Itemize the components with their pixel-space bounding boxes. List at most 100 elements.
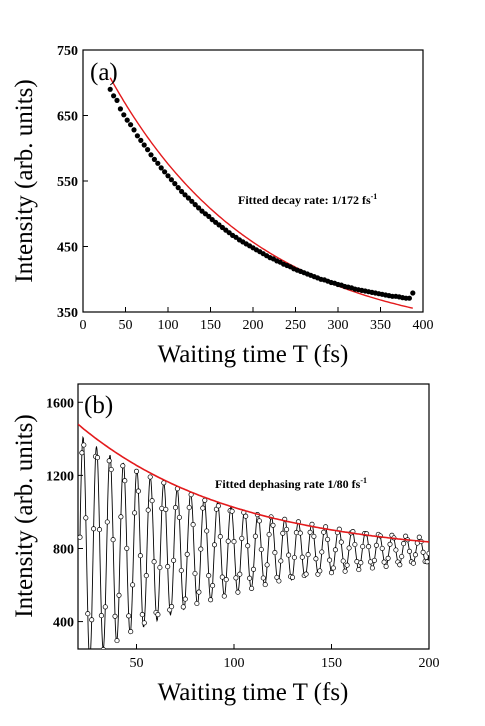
- data-point: [401, 541, 407, 547]
- data-point: [250, 566, 257, 572]
- data-point: [182, 192, 188, 198]
- data-point: [297, 530, 303, 536]
- data-point: [424, 559, 429, 565]
- data-point: [383, 563, 389, 569]
- data-point: [102, 604, 108, 610]
- data-point: [229, 508, 235, 514]
- data-points: [78, 442, 429, 649]
- data-point: [96, 527, 103, 533]
- data-point: [369, 565, 375, 571]
- data-point: [272, 550, 278, 556]
- data-point: [412, 552, 418, 558]
- plot-frame: [77, 383, 430, 650]
- data-point: [420, 549, 426, 555]
- plot-frame: [82, 49, 424, 313]
- data-point: [217, 534, 223, 540]
- data-point: [225, 538, 231, 544]
- data-point: [321, 529, 327, 535]
- data-point: [165, 173, 171, 179]
- x-tick-label: 100: [224, 656, 245, 671]
- data-point: [157, 564, 163, 571]
- data-point: [89, 617, 95, 623]
- data-point: [210, 583, 216, 589]
- data-point: [131, 127, 137, 133]
- data-point: [196, 205, 202, 211]
- data-point: [307, 529, 313, 535]
- x-tick-label: 400: [413, 318, 434, 333]
- fit-line: [109, 77, 413, 309]
- data-point: [397, 562, 403, 568]
- data-point: [325, 536, 331, 542]
- data-point: [327, 557, 333, 563]
- data-point: [192, 570, 198, 577]
- data-point: [344, 562, 350, 568]
- data-point: [133, 468, 140, 474]
- data-point: [79, 450, 85, 456]
- data-point: [299, 554, 305, 560]
- data-point: [163, 506, 169, 512]
- data-point: [406, 548, 413, 554]
- y-tick-label: 350: [57, 306, 78, 321]
- data-point: [256, 518, 262, 524]
- data-point: [371, 557, 377, 563]
- envelope-curve: [78, 423, 429, 543]
- data-point: [328, 570, 335, 576]
- data-point: [120, 463, 126, 469]
- data-point: [78, 534, 83, 540]
- data-point: [196, 589, 202, 595]
- data-point: [143, 573, 149, 579]
- plot-area: [78, 423, 429, 649]
- data-point: [128, 629, 134, 635]
- fit-curve: [109, 77, 413, 309]
- data-point: [158, 165, 164, 171]
- x-tick-label: 50: [119, 318, 133, 333]
- data-point: [179, 188, 185, 195]
- data-point: [346, 545, 352, 551]
- data-point: [319, 549, 325, 555]
- data-point: [176, 514, 182, 520]
- y-tick-label: 450: [57, 241, 78, 256]
- y-tick-label: 750: [57, 44, 78, 59]
- data-point: [130, 582, 136, 588]
- data-point: [223, 577, 229, 583]
- annotation: Fitted decay rate: 1/172 fs-1: [238, 192, 377, 207]
- data-point: [182, 596, 188, 602]
- data-point: [155, 612, 161, 618]
- data-point: [410, 560, 416, 566]
- data-point: [85, 611, 91, 617]
- data-point: [135, 488, 141, 494]
- data-point: [399, 553, 405, 560]
- data-point: [338, 539, 344, 545]
- y-tick-label: 650: [57, 110, 78, 125]
- panel-label: (a): [90, 59, 118, 86]
- x-tick-label: 200: [243, 318, 264, 333]
- data-point: [289, 574, 296, 580]
- data-point: [126, 613, 132, 619]
- envelope-line: [78, 423, 429, 543]
- data-point: [189, 198, 195, 204]
- data-point: [172, 181, 178, 187]
- data-point: [278, 558, 284, 564]
- data-point: [247, 575, 253, 581]
- x-tick-label: 100: [158, 318, 179, 333]
- data-point: [385, 555, 391, 561]
- data-point: [124, 117, 130, 123]
- panel-a: 0 50 100 150 200 250 300 350 400350450550650750 …: [11, 44, 434, 368]
- data-point: [175, 185, 181, 191]
- data-point: [116, 592, 122, 598]
- data-point: [410, 290, 416, 296]
- y-tick-label: 400: [53, 616, 74, 631]
- data-point: [111, 93, 117, 99]
- data-point: [168, 177, 174, 183]
- data-point: [118, 514, 124, 520]
- data-point: [91, 526, 97, 532]
- data-point: [198, 546, 204, 552]
- data-point: [185, 195, 191, 201]
- data-point: [169, 604, 175, 610]
- data-point: [211, 542, 218, 548]
- data-point: [249, 585, 255, 591]
- data-point: [151, 559, 157, 565]
- data-point: [94, 455, 101, 461]
- y-tick-label: 1200: [46, 469, 74, 484]
